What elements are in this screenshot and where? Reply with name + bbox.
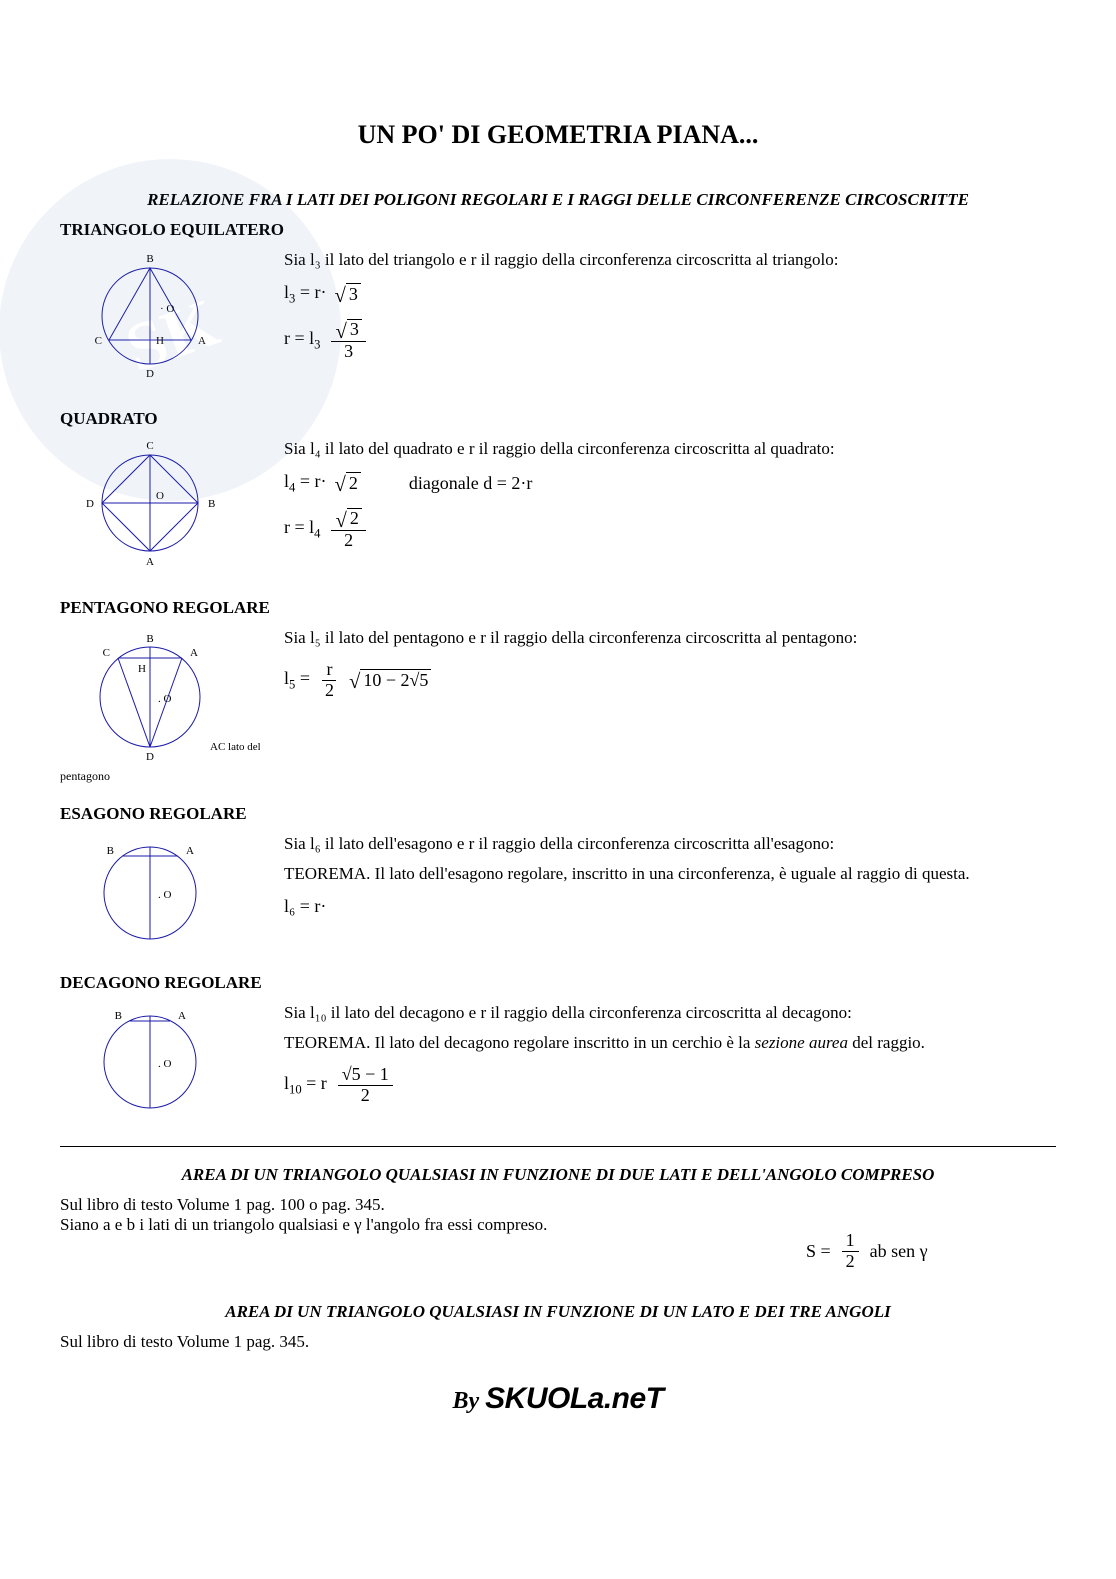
- area1-formula: S = 1 2 ab sen γ: [806, 1227, 1056, 1272]
- svg-text:H: H: [156, 335, 164, 347]
- decagon-theorem: TEOREMA. Il lato del decagono regolare i…: [284, 1033, 1056, 1053]
- svg-text:B: B: [146, 633, 153, 645]
- svg-text:B: B: [107, 845, 114, 857]
- svg-text:B: B: [208, 498, 215, 510]
- decagon-heading: DECAGONO REGOLARE: [60, 973, 1056, 993]
- decagon-intro: Sia l₁₀ il lato del decagono e r il ragg…: [284, 1003, 1056, 1023]
- area1-ref: Sul libro di testo Volume 1 pag. 100 o p…: [60, 1195, 1056, 1215]
- svg-text:B: B: [115, 1010, 122, 1022]
- hexagon-formula-1: l₆ = r·: [284, 896, 1056, 917]
- svg-text:D: D: [146, 368, 154, 380]
- hexagon-diagram: B A . O: [60, 828, 240, 948]
- svg-text:A: A: [178, 1010, 186, 1022]
- pentagon-formula-1: l5 = r 2 √10 − 2√5: [284, 660, 1056, 701]
- decagon-diagram: B A . O: [60, 997, 240, 1117]
- pentagon-caption: pentagono: [60, 769, 260, 784]
- hexagon-theorem: TEOREMA. Il lato dell'esagono regolare, …: [284, 864, 1056, 884]
- square-diagram: C B A D O: [60, 433, 240, 573]
- svg-text:D: D: [146, 751, 154, 762]
- decagon-block: DECAGONO REGOLARE B A . O Sia l₁₀ il lat…: [60, 973, 1056, 1122]
- svg-text:C: C: [103, 647, 110, 659]
- pentagon-intro: Sia l₅ il lato del pentagono e r il ragg…: [284, 628, 1056, 648]
- svg-text:A: A: [198, 335, 206, 347]
- svg-text:. O: . O: [158, 693, 172, 705]
- page-title: UN PO' DI GEOMETRIA PIANA...: [60, 120, 1056, 150]
- area1-row: Siano a e b i lati di un triangolo quals…: [60, 1215, 1056, 1284]
- triangle-intro: Sia l₃ il lato del triangolo e r il ragg…: [284, 250, 1056, 270]
- svg-text:· O: · O: [160, 303, 174, 315]
- square-formula-1: l4 = r· √2 diagonale d = 2·r: [284, 471, 1056, 496]
- svg-text:. O: . O: [158, 889, 172, 901]
- square-block: QUADRATO C B A D O Sia l₄ il lato del qu…: [60, 409, 1056, 578]
- triangle-formula-2: r = l3 √3 3: [284, 319, 1056, 363]
- pentagon-block: PENTAGONO REGOLARE B C A H . O D AC lato…: [60, 598, 1056, 784]
- square-intro: Sia l₄ il lato del quadrato e r il raggi…: [284, 439, 1056, 459]
- hexagon-intro: Sia l₆ il lato dell'esagono e r il raggi…: [284, 834, 1056, 854]
- svg-text:AC lato del: AC lato del: [210, 741, 260, 753]
- footer-brand: BySKUOLa.neT: [60, 1382, 1056, 1416]
- hexagon-block: ESAGONO REGOLARE B A . O Sia l₆ il lato …: [60, 804, 1056, 953]
- area2-ref: Sul libro di testo Volume 1 pag. 345.: [60, 1332, 1056, 1352]
- svg-text:C: C: [146, 440, 153, 452]
- svg-text:C: C: [95, 335, 102, 347]
- svg-text:B: B: [146, 253, 153, 265]
- svg-text:A: A: [190, 647, 198, 659]
- svg-text:A: A: [186, 845, 194, 857]
- square-formula-2: r = l4 √2 2: [284, 508, 1056, 552]
- svg-text:O: O: [156, 490, 164, 502]
- triangle-heading: TRIANGOLO EQUILATERO: [60, 220, 1056, 240]
- svg-text:A: A: [146, 556, 154, 568]
- pentagon-heading: PENTAGONO REGOLARE: [60, 598, 1056, 618]
- hexagon-heading: ESAGONO REGOLARE: [60, 804, 1056, 824]
- section1-title: RELAZIONE FRA I LATI DEI POLIGONI REGOLA…: [60, 190, 1056, 210]
- divider: [60, 1146, 1056, 1147]
- svg-text:H: H: [138, 663, 146, 675]
- triangle-diagram: B C A H · O D: [60, 244, 240, 384]
- area1-title: AREA DI UN TRIANGOLO QUALSIASI IN FUNZIO…: [60, 1165, 1056, 1185]
- svg-text:D: D: [86, 498, 94, 510]
- area1-text: Siano a e b i lati di un triangolo quals…: [60, 1215, 776, 1235]
- triangle-formula-1: l3 = r· √3: [284, 282, 1056, 307]
- triangle-block: TRIANGOLO EQUILATERO B C A H · O D Sia l…: [60, 220, 1056, 389]
- svg-text:. O: . O: [158, 1058, 172, 1070]
- area2-title: AREA DI UN TRIANGOLO QUALSIASI IN FUNZIO…: [60, 1302, 1056, 1322]
- pentagon-diagram: B C A H . O D AC lato del: [60, 622, 260, 762]
- square-heading: QUADRATO: [60, 409, 1056, 429]
- decagon-formula-1: l10 = r √5 − 1 2: [284, 1065, 1056, 1106]
